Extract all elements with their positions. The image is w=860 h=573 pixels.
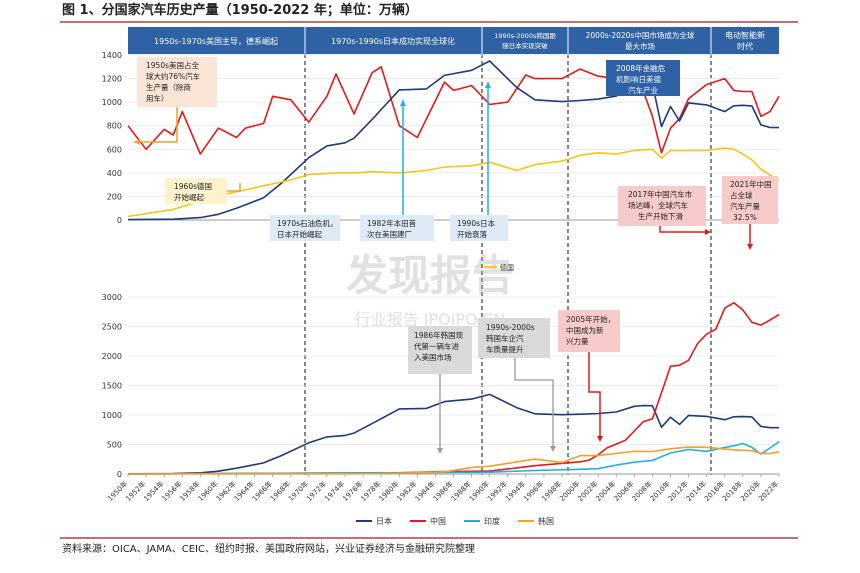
y-tick-label: 400 bbox=[107, 169, 122, 178]
y-tick-label: 2500 bbox=[102, 323, 122, 332]
svg-text:1990s-2000s 韩国车企汽: 1990s-2000s 韩国车企汽 车质量提升 bbox=[486, 323, 537, 354]
top-legend-label: 德国 bbox=[500, 263, 514, 272]
callout-oil-crisis: 1970s石油危机， 日本开始崛起 bbox=[270, 215, 340, 241]
era-label-2: 1970s-1990s日本成功实现全球化 bbox=[331, 36, 455, 46]
watermark-brand: 发现报告 bbox=[346, 251, 514, 300]
callout-korea-quality: 1990s-2000s 韩国车企汽 车质量提升 bbox=[478, 318, 556, 452]
svg-text:1990s日本 开始衰落: 1990s日本 开始衰落 bbox=[457, 218, 497, 239]
era-label-4a: 2000s-2020s中国市场成为全球 bbox=[586, 30, 695, 40]
x-tick-label: 2022年 bbox=[756, 479, 780, 503]
callout-hyundai: 1986年韩国现 代第一辆车进 入美国市场 bbox=[408, 326, 472, 454]
series-line-日本 bbox=[127, 393, 779, 475]
y-tick-label: 1000 bbox=[102, 411, 122, 420]
bottom-chart-series bbox=[127, 301, 780, 475]
watermark-sub: 行业报告 IPOIPO.CN bbox=[355, 310, 506, 329]
svg-text:2008年金融危 机影响日美德 汽车: 2008年金融危 机影响日美德 汽车产业 bbox=[616, 63, 667, 95]
callout-china-2017: 2017年中国汽车市 场达峰，全球汽车 生产开始下滑 bbox=[618, 186, 711, 235]
era-block-2 bbox=[305, 27, 482, 54]
series-line-印度 bbox=[127, 441, 780, 475]
y-tick-label: 200 bbox=[107, 192, 122, 201]
series-line-美国 bbox=[127, 66, 780, 155]
era-block-4 bbox=[568, 27, 711, 54]
era-block-5 bbox=[711, 27, 779, 54]
y-tick-label: 1500 bbox=[102, 382, 122, 391]
watermark: 发现报告 行业报告 IPOIPO.CN bbox=[346, 251, 514, 329]
callout-china-2005: 2005年开始， 中国成为新 兴力量 bbox=[558, 310, 620, 442]
y-tick-label: 1400 bbox=[102, 51, 122, 60]
y-tick-label: 2000 bbox=[102, 352, 122, 361]
era-label-1: 1950s-1970s美国主导，德系崛起 bbox=[154, 36, 278, 46]
series-line-德国 bbox=[127, 147, 780, 218]
svg-text:1960s德国 开始崛起: 1960s德国 开始崛起 bbox=[174, 181, 214, 202]
series-line-韩国 bbox=[127, 446, 780, 475]
y-tick-label: 1000 bbox=[102, 98, 122, 107]
legend-label: 印度 bbox=[484, 516, 500, 526]
y-tick-label: 0 bbox=[117, 216, 122, 225]
svg-text:1982年本田首 次在美国建厂: 1982年本田首 次在美国建厂 bbox=[367, 218, 418, 239]
svg-text:2005年开始， 中国成为新 兴力量: 2005年开始， 中国成为新 兴力量 bbox=[566, 314, 617, 346]
series-line-中国 bbox=[127, 301, 780, 475]
era-label-5b: 时代 bbox=[737, 41, 753, 51]
era-block-3 bbox=[482, 27, 568, 54]
era-label-3b: 随日本实现突破 bbox=[502, 41, 548, 50]
era-header: 1950s-1970s美国主导，德系崛起 1970s-1990s日本成功实现全球… bbox=[128, 27, 779, 54]
y-tick-label: 600 bbox=[107, 145, 122, 154]
era-label-3a: 1990s-2000s韩国跟 bbox=[494, 31, 556, 40]
era-label-4b: 最大市场 bbox=[625, 41, 655, 51]
era-label-5a: 电动智能新 bbox=[725, 30, 765, 40]
svg-text:1986年韩国现 代第一辆车进 入美: 1986年韩国现 代第一辆车进 入美国市场 bbox=[414, 330, 465, 362]
y-tick-label: 0 bbox=[117, 470, 122, 479]
y-tick-label: 3000 bbox=[102, 293, 122, 302]
callout-germany-rise: 1960s德国 开始崛起 bbox=[165, 178, 241, 204]
series-line-日本 bbox=[127, 60, 780, 221]
svg-text:2017年中国汽车市 场达峰，全球汽车: 2017年中国汽车市 场达峰，全球汽车 生产开始下滑 bbox=[628, 189, 694, 221]
svg-text:2021年中国 占全球 汽车产量: 2021年中国 占全球 汽车产量 32.5% bbox=[730, 179, 774, 222]
callout-china-2021: 2021年中国 占全球 汽车产量 32.5% bbox=[722, 176, 778, 250]
y-tick-label: 800 bbox=[107, 122, 122, 131]
callout-crisis-2008: 2008年金融危 机影响日美德 汽车产业 bbox=[606, 60, 680, 96]
figure-title: 图 1、分国家汽车历史产量（1950-2022 年；单位：万辆） bbox=[62, 2, 418, 18]
callout-japan-decline: 1990s日本 开始衰落 bbox=[450, 82, 508, 241]
legend-label: 韩国 bbox=[538, 516, 554, 526]
y-tick-label: 500 bbox=[107, 441, 122, 450]
y-tick-label: 1200 bbox=[102, 75, 122, 84]
svg-text:1970s石油危机， 日本开始崛起: 1970s石油危机， 日本开始崛起 bbox=[277, 218, 340, 239]
callout-honda: 1982年本田首 次在美国建厂 bbox=[360, 100, 434, 241]
callout-us-share: 1950s美国占全 球大约76%汽车 生产量（除商 用车） bbox=[134, 57, 217, 145]
era-separators bbox=[304, 54, 712, 475]
source-note: 资料来源：OICA、JAMA、CEIC、纽约时报、美国政府网站，兴业证券经济与金… bbox=[62, 542, 475, 555]
svg-text:1950s美国占全 球大约76%汽车: 1950s美国占全 球大约76%汽车 生产量（除商 用车） bbox=[146, 60, 203, 103]
bottom-legend: 日本 中国 印度 韩国 bbox=[356, 516, 554, 526]
legend-label: 中国 bbox=[430, 516, 446, 526]
era-block-1 bbox=[128, 27, 305, 54]
legend-label: 日本 bbox=[376, 516, 392, 526]
top-legend: 德国 bbox=[484, 263, 514, 272]
top-chart-series bbox=[127, 60, 780, 221]
